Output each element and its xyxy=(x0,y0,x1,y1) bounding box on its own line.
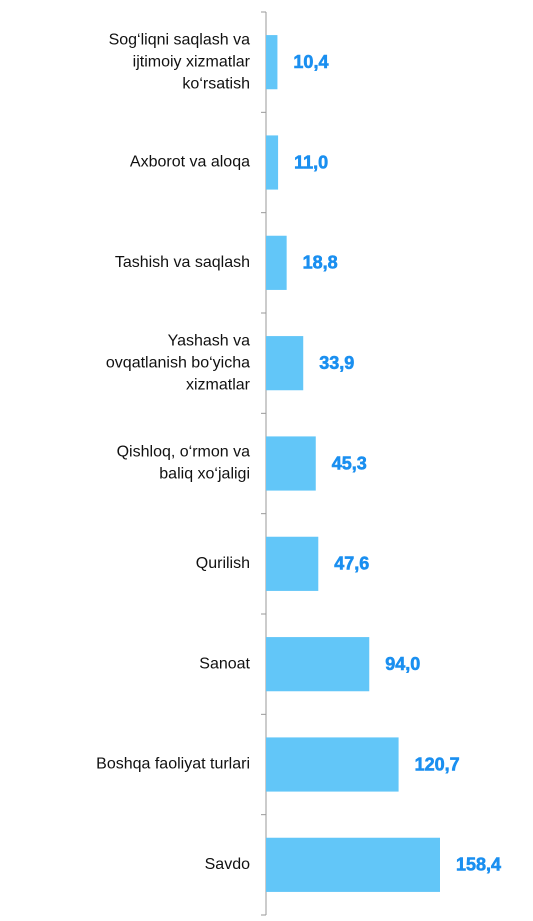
bar xyxy=(266,436,316,491)
category-label: Qurilish xyxy=(196,555,250,572)
category-label: ovqatlanish bo‘yicha xyxy=(106,354,250,371)
category-label: Axborot va aloqa xyxy=(130,154,250,171)
category-label: Qishloq, o‘rmon va xyxy=(117,444,250,461)
value-label: 158,4 xyxy=(456,855,501,875)
bar xyxy=(266,637,370,692)
value-label: 18,8 xyxy=(303,253,338,273)
bar xyxy=(266,837,440,892)
bar xyxy=(266,235,287,290)
bar xyxy=(266,536,319,591)
bar xyxy=(266,35,278,90)
category-label: Boshqa faoliyat turlari xyxy=(96,756,250,773)
value-label: 45,3 xyxy=(332,453,367,473)
category-label: Savdo xyxy=(205,856,250,873)
bar xyxy=(266,737,399,792)
category-label: Yashash va xyxy=(168,332,251,349)
category-label: Sog‘liqni saqlash va xyxy=(109,31,251,48)
value-label: 33,9 xyxy=(319,353,354,373)
value-label: 11,0 xyxy=(294,152,328,172)
value-label: 94,0 xyxy=(385,654,420,674)
category-label: ko‘rsatish xyxy=(182,75,250,92)
category-label: ijtimoiy xizmatlar xyxy=(133,53,251,70)
value-label: 120,7 xyxy=(415,754,460,774)
value-label: 10,4 xyxy=(293,52,328,72)
bar xyxy=(266,336,304,391)
category-label: xizmatlar xyxy=(186,376,251,393)
category-label: Tashish va saqlash xyxy=(115,254,250,271)
value-label: 47,6 xyxy=(334,554,369,574)
category-label: baliq xo‘jaligi xyxy=(159,466,250,483)
bar xyxy=(266,135,279,190)
category-label: Sanoat xyxy=(199,655,250,672)
